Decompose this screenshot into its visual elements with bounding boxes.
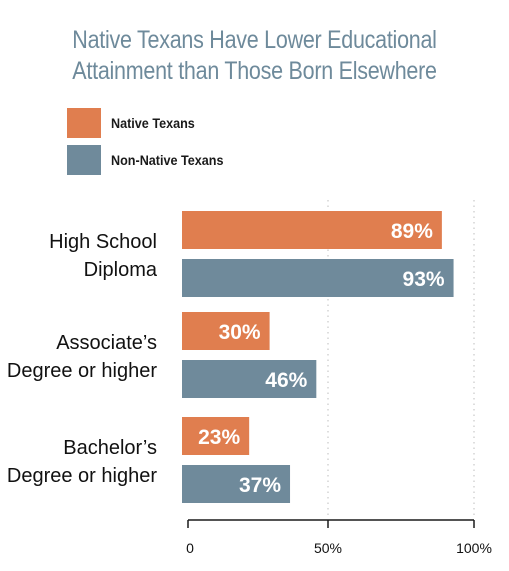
category-label-2-0: Bachelor’s xyxy=(63,437,157,459)
legend-label-native: Native Texans xyxy=(111,115,195,131)
legend-swatch-native xyxy=(67,108,101,138)
bar-value-label-2-0: 23% xyxy=(198,426,240,449)
chart-title-line-1: Native Texans Have Lower Educational xyxy=(72,26,437,54)
bar-value-label-0-0: 89% xyxy=(391,220,433,243)
bar-0-1 xyxy=(182,259,454,297)
bar-value-label-1-0: 30% xyxy=(219,321,261,344)
category-label-0-0: High School xyxy=(49,231,157,253)
bar-value-label-2-1: 37% xyxy=(239,474,281,497)
bar-2-0 xyxy=(182,417,250,455)
category-label-0-1: Diploma xyxy=(84,259,158,281)
bar-0-0 xyxy=(182,211,442,249)
x-tick-label-2: 100% xyxy=(456,540,492,556)
bar-1-1 xyxy=(182,360,317,398)
x-tick-label-0: 0 xyxy=(186,540,194,556)
category-label-1-0: Associate’s xyxy=(56,332,157,354)
x-tick-label-1: 50% xyxy=(314,540,342,556)
bar-value-label-0-1: 93% xyxy=(403,268,445,291)
chart-title-line-2: Attainment than Those Born Elsewhere xyxy=(72,57,437,85)
bar-2-1 xyxy=(182,465,291,503)
category-label-1-1: Degree or higher xyxy=(7,360,157,382)
category-label-2-1: Degree or higher xyxy=(7,465,157,487)
bar-1-0 xyxy=(182,312,270,350)
legend-label-non-native: Non-Native Texans xyxy=(111,152,224,168)
bar-value-label-1-1: 46% xyxy=(265,369,307,392)
legend-swatch-non-native xyxy=(67,145,101,175)
